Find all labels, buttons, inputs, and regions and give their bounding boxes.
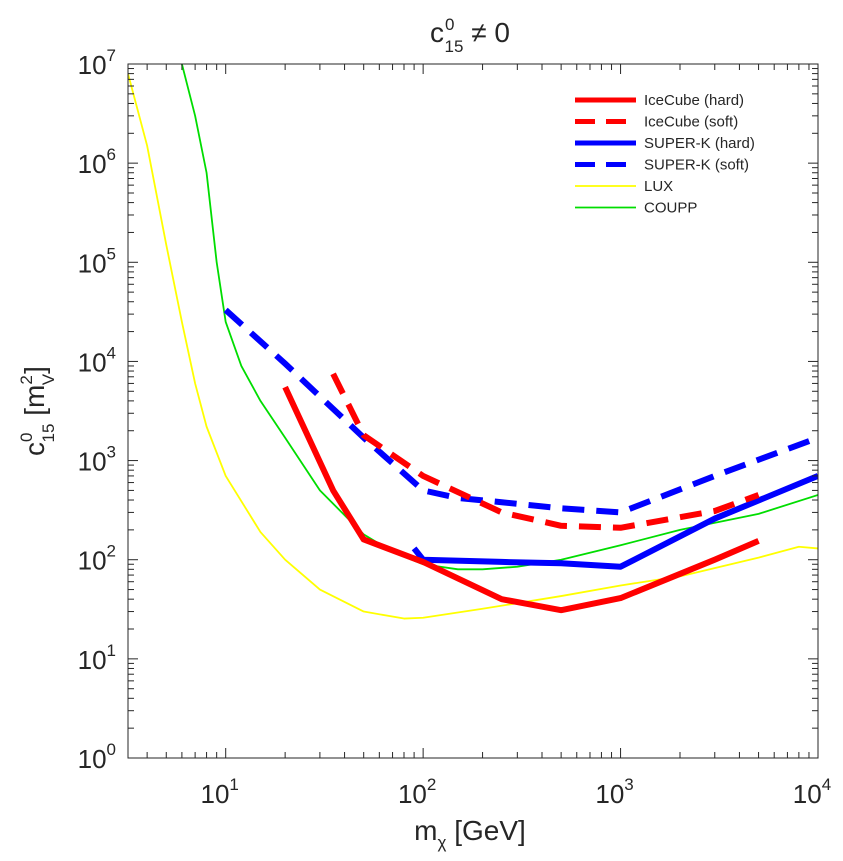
y-tick-label: 107 (78, 46, 116, 80)
legend-label: SUPER-K (hard) (644, 135, 755, 152)
x-tick-label: 102 (398, 775, 436, 809)
series-line-super-k-soft (223, 307, 818, 516)
plot-frame (127, 63, 819, 759)
tick-layer: 101 102 103 104 100 101 102 103 104 105 106 107 (78, 46, 832, 809)
legend-label: IceCube (soft) (644, 114, 738, 131)
y-tick-label: 103 (78, 443, 116, 477)
legend-label: SUPER-K (soft) (644, 157, 749, 174)
chart-title: c0 15 ≠ 0 (430, 15, 510, 56)
y-tick-label: 104 (78, 343, 116, 377)
x-tick-label: 101 (201, 775, 239, 809)
series-layer (128, 64, 818, 620)
y-axis-label: c0 15 [m2 V] (17, 366, 58, 456)
y-tick-label: 102 (78, 542, 116, 576)
legend: IceCube (hard) IceCube (soft) SUPER-K (har… (575, 92, 755, 217)
legend-label: IceCube (hard) (644, 92, 744, 109)
y-tick-label: 101 (78, 641, 116, 675)
x-tick-label: 103 (595, 775, 633, 809)
series-line-icecube-hard (282, 385, 760, 614)
legend-label: COUPP (644, 200, 697, 217)
y-tick-label: 100 (78, 740, 116, 774)
y-tick-label: 105 (78, 244, 116, 278)
series-line-icecube-soft (330, 372, 760, 531)
x-tick-label: 104 (793, 775, 831, 809)
y-tick-label: 106 (78, 145, 116, 179)
legend-label: LUX (644, 178, 673, 195)
x-axis-label: mχ [GeV] (414, 815, 526, 852)
